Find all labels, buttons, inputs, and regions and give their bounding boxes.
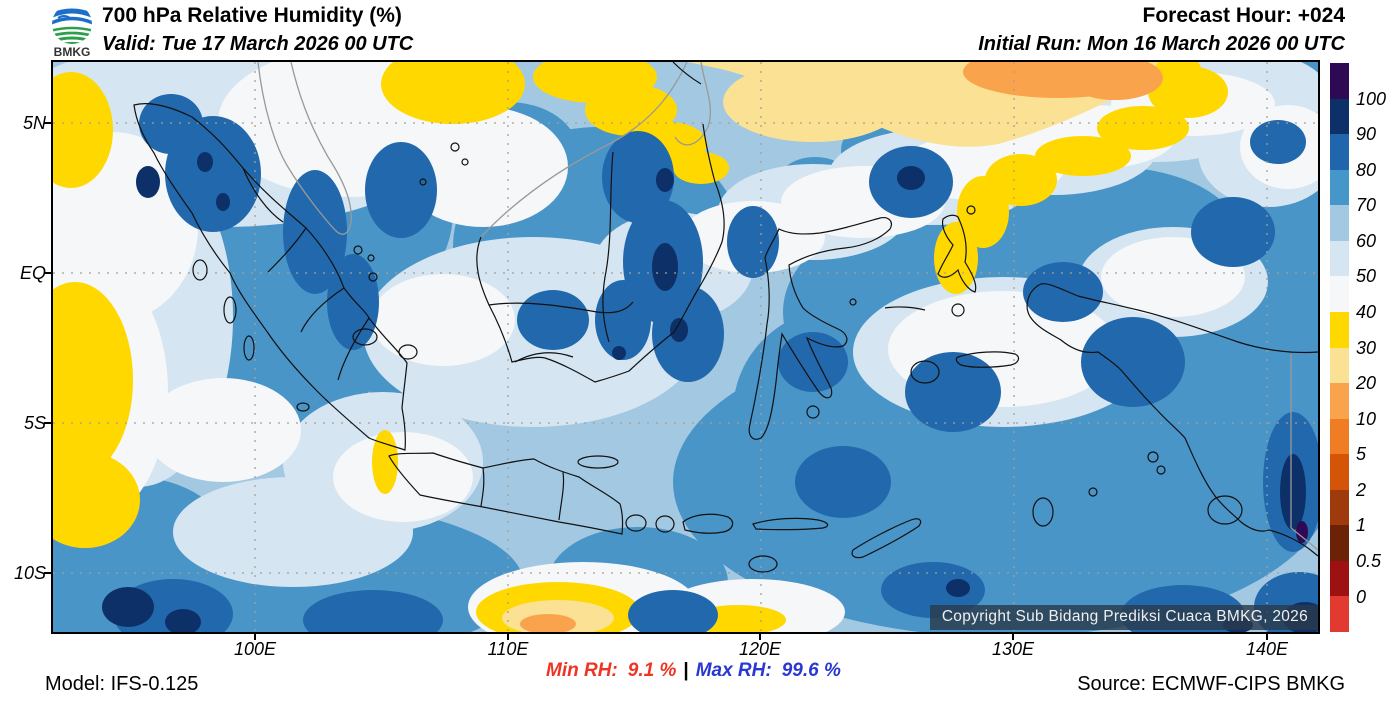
lon-tick <box>507 634 509 640</box>
lon-tick <box>759 634 761 640</box>
lon-tick <box>1012 634 1014 640</box>
lat-tick <box>44 422 52 424</box>
min-rh-label: Min RH: <box>546 660 618 681</box>
colorbar-band <box>1330 418 1349 455</box>
lat-label-5n: 5N <box>22 113 46 133</box>
colorbar-tick-50: 50 <box>1356 266 1377 286</box>
min-rh-value: 9.1 % <box>627 660 677 681</box>
colorbar-tick-2: 2 <box>1356 480 1367 500</box>
header-right: Forecast Hour: +024 Initial Run: Mon 16 … <box>978 4 1345 56</box>
colorbar-band <box>1330 489 1349 526</box>
lon-label-140e: 140E <box>1245 639 1289 659</box>
initial-run: Initial Run: Mon 16 March 2026 00 UTC <box>978 33 1345 55</box>
lon-label-120e: 120E <box>738 639 782 659</box>
lon-tick <box>254 634 256 640</box>
lon-label-100e: 100E <box>233 639 277 659</box>
lat-tick <box>44 572 52 574</box>
valid-time: Valid: Tue 17 March 2026 00 UTC <box>102 33 414 55</box>
min-max-rh: Min RH: 9.1 % | Max RH: 99.6 % <box>546 660 841 682</box>
lon-tick <box>1266 634 1268 640</box>
colorbar-band <box>1330 383 1349 419</box>
lat-tick <box>44 272 52 274</box>
max-rh-value: 99.6 % <box>781 660 841 681</box>
header-left: 700 hPa Relative Humidity (%) Valid: Tue… <box>102 4 413 56</box>
colorbar-band <box>1330 205 1349 241</box>
colorbar-band <box>1330 525 1349 561</box>
source-label: Source: ECMWF-CIPS BMKG <box>1077 673 1345 695</box>
colorbar-band <box>1330 276 1349 312</box>
model-label: Model: IFS-0.125 <box>45 673 199 695</box>
lat-label-10s: 10S <box>13 563 46 583</box>
colorbar-tick-100: 100 <box>1356 89 1387 109</box>
page-title: 700 hPa Relative Humidity (%) <box>102 4 402 27</box>
graticule <box>53 62 1318 632</box>
rh-over-100-spot <box>1296 521 1308 543</box>
lat-tick <box>44 122 52 124</box>
logo-text: BMKG <box>54 45 91 58</box>
rh-contour-map <box>53 62 1318 632</box>
colorbar-band <box>1330 98 1349 135</box>
colorbar-band <box>1330 169 1349 206</box>
indonesia-coastlines <box>133 62 1318 573</box>
rh-10-20-regions <box>520 62 1163 632</box>
colorbar-band <box>1330 63 1349 99</box>
colorbar-band <box>1330 311 1349 348</box>
colorbar <box>1330 63 1349 632</box>
lat-label-5s: 5S <box>23 413 46 433</box>
colorbar-tick-60: 60 <box>1356 231 1377 251</box>
colorbar-tick-5: 5 <box>1356 444 1367 464</box>
foreign-coastlines <box>257 62 1318 551</box>
lon-label-110e: 110E <box>487 639 529 659</box>
colorbar-band <box>1330 560 1349 597</box>
forecast-hour: Forecast Hour: +024 <box>1142 4 1346 27</box>
colorbar-band <box>1330 454 1349 490</box>
colorbar-band <box>1330 347 1349 384</box>
colorbar-tick-05: 0.5 <box>1356 551 1382 571</box>
colorbar-tick-0: 0 <box>1356 587 1367 607</box>
bmkg-logo: BMKG <box>52 4 92 58</box>
colorbar-tick-90: 90 <box>1356 124 1377 144</box>
lon-label-130e: 130E <box>991 639 1035 659</box>
colorbar-tick-1: 1 <box>1356 515 1367 535</box>
colorbar-tick-70: 70 <box>1356 195 1377 215</box>
colorbar-tick-80: 80 <box>1356 160 1377 180</box>
colorbar-tick-40: 40 <box>1356 302 1377 322</box>
colorbar-tick-20: 20 <box>1356 373 1377 393</box>
max-rh-label: Max RH: <box>695 660 772 681</box>
copyright-overlay: Copyright Sub Bidang Prediksi Cuaca BMKG… <box>929 605 1318 630</box>
colorbar-band <box>1330 134 1349 170</box>
colorbar-band <box>1330 240 1349 277</box>
colorbar-tick-30: 30 <box>1356 338 1377 358</box>
colorbar-band <box>1330 596 1349 632</box>
colorbar-tick-10: 10 <box>1356 409 1377 429</box>
map-area: Copyright Sub Bidang Prediksi Cuaca BMKG… <box>51 60 1320 634</box>
min-max-separator: | <box>683 660 689 681</box>
lat-label-eq: EQ <box>19 263 46 283</box>
